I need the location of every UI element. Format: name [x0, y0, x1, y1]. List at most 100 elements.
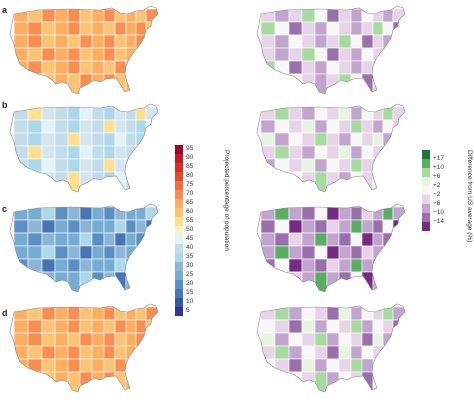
state-region [338, 358, 352, 373]
state-region [135, 171, 147, 192]
state-region [274, 132, 290, 147]
state-region [27, 145, 43, 160]
left-colorbar-tick-label: 10 [186, 298, 194, 305]
state-region [67, 106, 81, 121]
state-region [288, 158, 303, 173]
state-region [314, 132, 328, 147]
state-region [54, 119, 69, 134]
state-region [392, 132, 405, 147]
state-region [145, 345, 158, 360]
state-region [103, 21, 116, 36]
state-region [41, 332, 56, 347]
state-region [13, 332, 29, 347]
state-region [41, 21, 56, 36]
left-colorbar-tick-label: 55 [186, 217, 194, 224]
state-region [54, 319, 69, 334]
map-left-b [9, 103, 159, 193]
state-region [13, 106, 29, 121]
left-colorbar-swatch [175, 244, 183, 253]
country-outline [256, 103, 406, 193]
state-region [27, 232, 43, 247]
state-region [103, 73, 116, 94]
state-region [382, 73, 394, 94]
state-region [67, 319, 81, 334]
left-colorbar-swatch [175, 280, 183, 289]
state-region [67, 371, 81, 392]
state-region [91, 219, 105, 234]
state-region [274, 271, 290, 292]
state-region [13, 171, 29, 192]
state-region [382, 319, 394, 334]
state-region [135, 47, 147, 62]
state-region [361, 245, 374, 260]
right-colorbar-tick-label: −10 [433, 208, 445, 216]
state-region [145, 132, 158, 147]
state-region [274, 106, 290, 121]
state-region [314, 206, 328, 221]
state-region [314, 60, 328, 75]
state-region [326, 232, 340, 247]
state-region [135, 119, 147, 134]
state-region [114, 132, 127, 147]
state-region [54, 345, 69, 360]
state-region [288, 232, 303, 247]
left-colorbar-title: Projected percentage of population [223, 150, 230, 251]
left-colorbar-tick-label: 30 [186, 262, 194, 269]
country-outline [256, 203, 406, 293]
state-region [54, 358, 69, 373]
state-region [382, 171, 394, 192]
state-region [326, 158, 340, 173]
state-region [67, 47, 81, 62]
state-region [135, 21, 147, 36]
state-region [288, 319, 303, 334]
state-region [67, 158, 81, 173]
state-region [288, 371, 303, 392]
state-region [338, 219, 352, 234]
state-region [13, 158, 29, 173]
left-colorbar-tick-label: 40 [186, 244, 194, 251]
state-region [326, 60, 340, 75]
state-region [145, 258, 158, 273]
state-region [288, 21, 303, 36]
state-region [350, 47, 363, 62]
state-region [91, 232, 105, 247]
state-region [67, 358, 81, 373]
left-colorbar-tick-label: 35 [186, 253, 194, 260]
state-region [91, 119, 105, 134]
state-region [382, 60, 394, 75]
panel-letter-a: a [2, 5, 8, 15]
state-region [274, 8, 290, 23]
state-region [135, 219, 147, 234]
state-region [114, 34, 127, 49]
state-region [54, 106, 69, 121]
map-right-c [256, 203, 406, 293]
state-region [91, 158, 105, 173]
state-region [314, 47, 328, 62]
left-colorbar-tick-label: 75 [186, 181, 194, 188]
state-region [350, 371, 363, 392]
state-region [27, 258, 43, 273]
state-region [288, 358, 303, 373]
state-region [288, 245, 303, 260]
state-region [326, 145, 340, 160]
state-region [91, 60, 105, 75]
state-region [288, 60, 303, 75]
state-region [67, 232, 81, 247]
state-region [326, 258, 340, 273]
state-region [145, 34, 158, 49]
state-region [145, 232, 158, 247]
state-region [13, 119, 29, 134]
state-region [314, 73, 328, 94]
state-region [314, 319, 328, 334]
state-region [125, 245, 137, 260]
state-region [314, 171, 328, 192]
state-region [41, 73, 56, 94]
state-region [288, 132, 303, 147]
state-region [314, 34, 328, 49]
state-region [54, 258, 69, 273]
state-region [338, 232, 352, 247]
state-region [338, 34, 352, 49]
state-region [79, 345, 93, 360]
right-colorbar-tick-label: −6 [433, 199, 441, 207]
state-region [41, 60, 56, 75]
